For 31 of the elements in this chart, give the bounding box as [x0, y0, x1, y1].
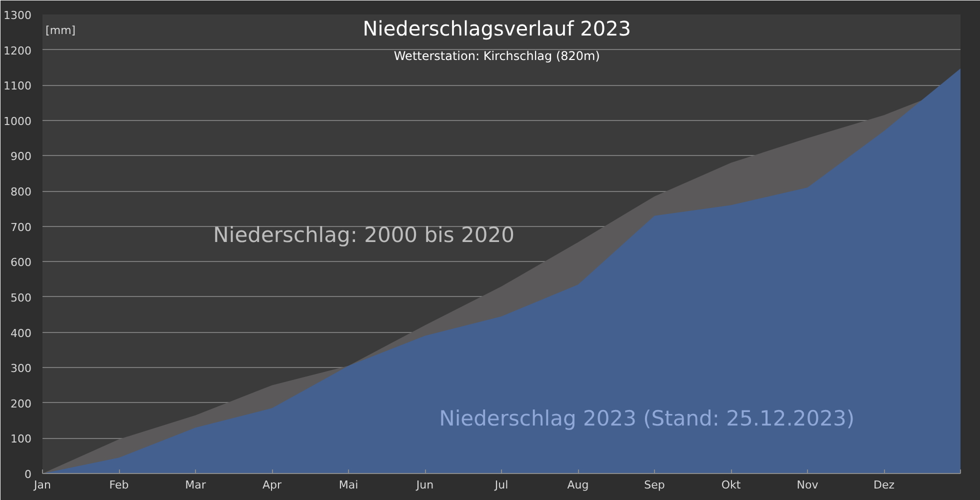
y-tick-label: 500 [10, 291, 32, 304]
x-tick-label: Mai [338, 478, 358, 492]
chart-title: Niederschlagsverlauf 2023 [362, 16, 632, 40]
x-tick-label: Jun [415, 478, 434, 492]
y-tick-label: 1000 [4, 114, 32, 128]
y-tick-label: 1200 [4, 44, 32, 58]
x-tick-label: Dez [873, 478, 895, 492]
y-tick-label: 700 [10, 220, 32, 234]
y-tick-label: 200 [10, 397, 32, 410]
series-label: Niederschlag: 2000 bis 2020 [213, 222, 514, 247]
x-tick-label: Nov [796, 478, 819, 492]
y-tick-label: 800 [10, 186, 32, 199]
y-tick-label: 600 [10, 256, 32, 270]
y-tick-label: 100 [10, 432, 32, 446]
series-label: Niederschlag 2023 (Stand: 25.12.2023) [439, 406, 855, 430]
x-tick-label: Sep [644, 478, 665, 492]
x-tick-label: Jul [494, 478, 508, 492]
y-axis-title: [mm] [46, 24, 76, 38]
y-tick-label: 300 [10, 362, 32, 376]
x-tick-label: Jan [33, 478, 52, 492]
text: Wetterstation: Kirchschlag (820m) [394, 48, 600, 63]
y-tick-label: 0 [24, 468, 32, 481]
y-tick-label: 1300 [4, 9, 32, 22]
x-tick-label: Mar [185, 478, 206, 492]
y-tick-label: 900 [10, 150, 32, 164]
x-tick-label: Feb [109, 478, 129, 492]
x-tick-label: Aug [567, 478, 589, 492]
y-tick-label: 400 [10, 326, 32, 340]
x-tick-label: Okt [721, 478, 742, 492]
y-tick-label: 1100 [4, 80, 32, 93]
x-tick-label: Apr [262, 478, 282, 492]
